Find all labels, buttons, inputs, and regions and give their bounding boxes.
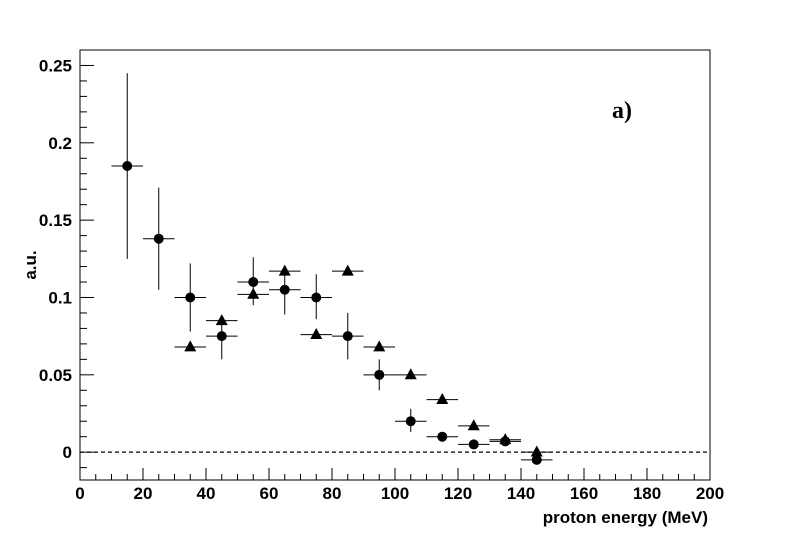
triangle-data-point (499, 433, 512, 445)
x-axis-title: proton energy (MeV) (543, 508, 708, 527)
triangle-data-point (467, 419, 480, 431)
triangle-data-point (373, 340, 386, 352)
x-tick-label: 200 (696, 484, 724, 503)
y-tick-label: 0.05 (39, 366, 72, 385)
x-tick-label: 100 (381, 484, 409, 503)
circle-data-point (185, 292, 196, 303)
y-axis-title: a.u. (21, 250, 40, 279)
triangle-data-point (530, 445, 543, 457)
circle-data-point (216, 331, 227, 342)
x-tick-label: 160 (570, 484, 598, 503)
circle-data-point (342, 331, 353, 342)
x-tick-label: 80 (323, 484, 342, 503)
circle-data-point (122, 161, 133, 172)
triangle-data-point (404, 368, 417, 380)
triangle-data-point (247, 287, 260, 299)
triangle-data-point (184, 340, 197, 352)
y-tick-label: 0.1 (48, 288, 72, 307)
circle-data-point (374, 369, 385, 380)
circle-data-point (153, 233, 164, 244)
circle-data-point (531, 454, 542, 465)
y-tick-label: 0 (63, 443, 72, 462)
panel-label: a) (612, 98, 632, 124)
y-tick-label: 0.2 (48, 134, 72, 153)
circle-data-point (279, 284, 290, 295)
circle-data-point (468, 439, 479, 450)
x-tick-label: 180 (633, 484, 661, 503)
triangle-data-point (341, 264, 354, 276)
x-tick-label: 120 (444, 484, 472, 503)
x-tick-label: 60 (260, 484, 279, 503)
x-tick-label: 40 (197, 484, 216, 503)
triangle-data-point (310, 328, 323, 340)
triangle-data-point (436, 392, 449, 404)
circle-data-point (405, 416, 416, 427)
circle-data-point (248, 277, 259, 288)
triangle-data-point (278, 264, 291, 276)
circle-data-point (311, 292, 322, 303)
y-tick-label: 0.25 (39, 56, 72, 75)
circle-data-point (437, 431, 448, 442)
triangle-data-point (215, 314, 228, 326)
x-tick-label: 20 (134, 484, 153, 503)
y-tick-label: 0.15 (39, 211, 72, 230)
x-tick-label: 0 (75, 484, 84, 503)
x-tick-label: 140 (507, 484, 535, 503)
